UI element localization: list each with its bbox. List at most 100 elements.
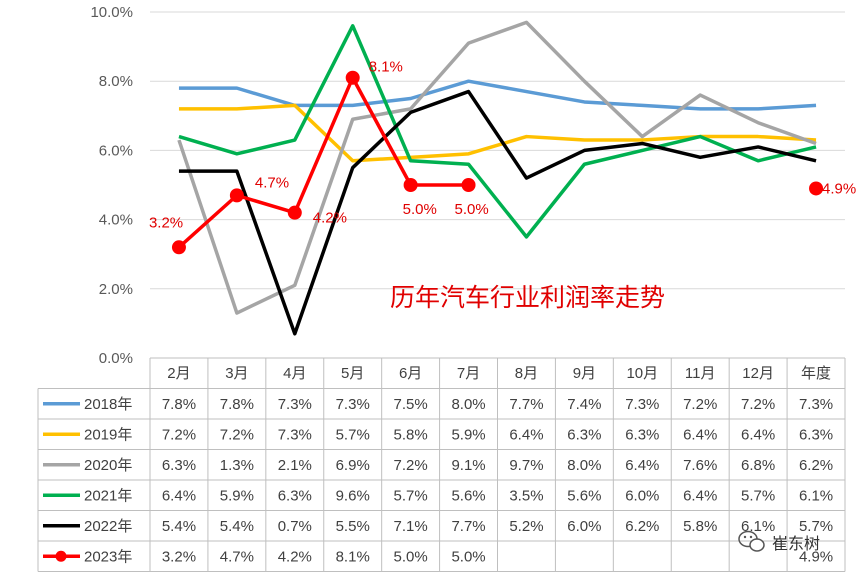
data-label: 5.0% bbox=[403, 201, 437, 218]
series-line bbox=[177, 75, 469, 249]
table-cell-value: 6.4% bbox=[625, 457, 659, 474]
table-cell-value: 9.6% bbox=[336, 487, 370, 504]
table-cell-value: 7.7% bbox=[509, 396, 543, 413]
table-cell-value: 5.8% bbox=[683, 518, 717, 535]
y-tick-label: 6.0% bbox=[99, 142, 133, 159]
table-cell-value: 8.0% bbox=[567, 457, 601, 474]
x-tick-label: 10月 bbox=[626, 365, 658, 382]
table-cell-value: 9.1% bbox=[451, 457, 485, 474]
series-line bbox=[178, 89, 817, 336]
data-point bbox=[345, 70, 360, 85]
data-point bbox=[809, 181, 824, 196]
x-tick-label: 2月 bbox=[167, 365, 190, 382]
table-cell-value: 6.3% bbox=[567, 426, 601, 443]
table-cell-value: 7.2% bbox=[220, 426, 254, 443]
table-cell-value: 7.1% bbox=[394, 518, 428, 535]
series-line bbox=[178, 103, 817, 163]
x-tick-label: 8月 bbox=[515, 365, 538, 382]
data-point bbox=[287, 205, 302, 220]
table-cell-value: 5.0% bbox=[451, 548, 485, 565]
x-tick-label: 5月 bbox=[341, 365, 364, 382]
table-cell-value: 9.7% bbox=[509, 457, 543, 474]
table-cell-value: 5.6% bbox=[567, 487, 601, 504]
table-cell-value: 6.4% bbox=[741, 426, 775, 443]
table-cell-value: 6.1% bbox=[741, 518, 775, 535]
table-cell-value: 7.2% bbox=[683, 396, 717, 413]
table-cell-value: 6.0% bbox=[625, 487, 659, 504]
table-cell-value: 3.5% bbox=[509, 487, 543, 504]
x-tick-label: 12月 bbox=[742, 365, 774, 382]
table-cell-value: 5.9% bbox=[220, 487, 254, 504]
legend-series-name: 2020年 bbox=[84, 457, 132, 474]
table-cell-value: 0.7% bbox=[278, 518, 312, 535]
table-cell-value: 5.2% bbox=[509, 518, 543, 535]
x-tick-label: 7月 bbox=[457, 365, 480, 382]
table-cell-value: 7.8% bbox=[220, 396, 254, 413]
table-cell-value: 5.5% bbox=[336, 518, 370, 535]
watermark-text: 崔东树 bbox=[772, 534, 820, 553]
table-cell-value: 5.4% bbox=[162, 518, 196, 535]
table-cell-value: 1.3% bbox=[220, 457, 254, 474]
y-tick-label: 0.0% bbox=[99, 350, 133, 367]
x-tick-label: 年度 bbox=[801, 365, 831, 382]
x-tick-label: 11月 bbox=[685, 365, 716, 382]
data-label: 4.9% bbox=[822, 180, 856, 197]
table-cell-value: 7.3% bbox=[336, 396, 370, 413]
table-cell-value: 7.5% bbox=[394, 396, 428, 413]
data-point bbox=[171, 240, 186, 255]
chart-title: 历年汽车行业利润率走势 bbox=[390, 283, 665, 312]
table-cell-value: 6.3% bbox=[625, 426, 659, 443]
table-cell-value: 6.3% bbox=[162, 457, 196, 474]
y-tick-label: 2.0% bbox=[99, 281, 133, 298]
legend-series-name: 2018年 bbox=[84, 396, 132, 413]
table-cell-value: 5.0% bbox=[394, 548, 428, 565]
table-cell-value: 4.2% bbox=[278, 548, 312, 565]
table-cell-value: 8.0% bbox=[451, 396, 485, 413]
table-cell-value: 5.9% bbox=[451, 426, 485, 443]
table-cell-value: 6.0% bbox=[567, 518, 601, 535]
legend-series-name: 2023年 bbox=[84, 548, 132, 565]
table-cell-value: 6.9% bbox=[336, 457, 370, 474]
data-point bbox=[461, 178, 476, 192]
data-label: 3.2% bbox=[149, 214, 183, 231]
series-line bbox=[178, 24, 817, 239]
watermark: 崔东树 bbox=[738, 530, 820, 553]
table-cell-value: 2.1% bbox=[278, 457, 312, 474]
data-label: 8.1% bbox=[369, 59, 403, 76]
wechat-icon bbox=[738, 530, 765, 552]
x-tick-label: 6月 bbox=[399, 365, 422, 382]
x-tick-label: 3月 bbox=[225, 365, 248, 382]
legend-marker bbox=[55, 550, 67, 562]
table-cell-value: 6.1% bbox=[799, 487, 833, 504]
legend-series-name: 2022年 bbox=[84, 518, 132, 535]
table-cell-value: 5.7% bbox=[799, 518, 833, 535]
table-cell-value: 8.1% bbox=[336, 548, 370, 565]
table-cell-value: 7.2% bbox=[394, 457, 428, 474]
table-cell-value: 4.7% bbox=[220, 548, 254, 565]
table-cell-value: 7.6% bbox=[683, 457, 717, 474]
table-cell-value: 5.7% bbox=[394, 487, 428, 504]
table-cell-value: 7.3% bbox=[799, 396, 833, 413]
table-cell-value: 6.3% bbox=[799, 426, 833, 443]
table-cell-value: 6.3% bbox=[278, 487, 312, 504]
y-tick-label: 4.0% bbox=[99, 212, 133, 229]
gridlines bbox=[150, 11, 845, 290]
y-tick-label: 8.0% bbox=[99, 73, 133, 90]
data-label: 4.2% bbox=[313, 210, 347, 227]
table-cell-value: 6.4% bbox=[509, 426, 543, 443]
legend-series-name: 2019年 bbox=[84, 426, 132, 443]
data-point bbox=[403, 178, 418, 192]
table-cell-value: 6.4% bbox=[683, 487, 717, 504]
table-cell-value: 5.8% bbox=[394, 426, 428, 443]
table-cell-value: 7.2% bbox=[162, 426, 196, 443]
table-cell-value: 4.9% bbox=[799, 548, 833, 565]
data-label: 5.0% bbox=[455, 201, 489, 218]
y-tick-label: 10.0% bbox=[90, 4, 133, 21]
x-tick-label: 9月 bbox=[573, 365, 596, 382]
table-cell-value: 6.4% bbox=[683, 426, 717, 443]
table-cell-value: 6.8% bbox=[741, 457, 775, 474]
data-label: 4.7% bbox=[255, 174, 289, 191]
series-lines: 3.2% 4.7% 4.2% 8.1% 5.0% 5.0% 4.9% bbox=[149, 20, 856, 336]
table-cell-value: 7.3% bbox=[625, 396, 659, 413]
